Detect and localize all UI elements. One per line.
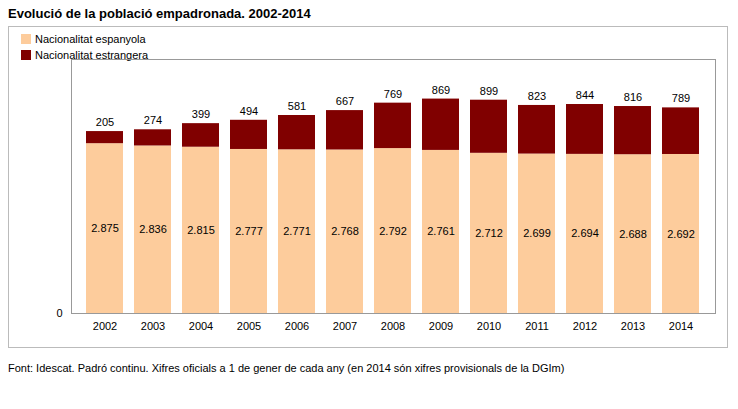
svg-text:667: 667 <box>336 95 354 107</box>
svg-text:899: 899 <box>480 85 498 97</box>
svg-text:399: 399 <box>192 108 210 120</box>
html-text:Font: Idescat. Padró continu.: Font: Idescat. Padró continu. Xifres ofi… <box>8 362 565 374</box>
svg-text:2.712: 2.712 <box>475 227 503 239</box>
svg-text:2.792: 2.792 <box>379 225 407 237</box>
svg-text:2.692: 2.692 <box>667 228 695 240</box>
svg-text:2003: 2003 <box>141 320 165 332</box>
svg-text:2004: 2004 <box>189 320 213 332</box>
svg-text:2005: 2005 <box>237 320 261 332</box>
html-text:Evolució de la població empadr: Evolució de la població empadronada. 200… <box>8 6 311 21</box>
svg-text:2.699: 2.699 <box>523 227 551 239</box>
svg-text:2006: 2006 <box>285 320 309 332</box>
svg-text:2014: 2014 <box>669 320 693 332</box>
svg-text:2012: 2012 <box>573 320 597 332</box>
svg-text:2.777: 2.777 <box>235 225 263 237</box>
svg-text:844: 844 <box>576 89 594 101</box>
svg-text:823: 823 <box>528 90 546 102</box>
svg-text:2002: 2002 <box>93 320 117 332</box>
svg-text:2008: 2008 <box>381 320 405 332</box>
svg-text:2013: 2013 <box>621 320 645 332</box>
svg-text:2.694: 2.694 <box>571 227 599 239</box>
svg-text:869: 869 <box>432 84 450 96</box>
svg-text:274: 274 <box>144 114 162 126</box>
svg-text:2011: 2011 <box>525 320 549 332</box>
html-text:Nacionalitat estrangera: Nacionalitat estrangera <box>35 49 149 61</box>
svg-text:581: 581 <box>288 100 306 112</box>
svg-text:2.688: 2.688 <box>619 228 647 240</box>
svg-text:2007: 2007 <box>333 320 357 332</box>
svg-text:2010: 2010 <box>477 320 501 332</box>
svg-text:789: 789 <box>672 92 690 104</box>
svg-text:2.768: 2.768 <box>331 225 359 237</box>
svg-text:2.761: 2.761 <box>427 225 455 237</box>
svg-text:2.875: 2.875 <box>91 222 119 234</box>
svg-text:205: 205 <box>96 116 114 128</box>
svg-text:816: 816 <box>624 91 642 103</box>
svg-text:2.771: 2.771 <box>283 225 311 237</box>
svg-text:769: 769 <box>384 88 402 100</box>
svg-text:494: 494 <box>240 105 258 117</box>
svg-text:2.815: 2.815 <box>187 224 215 236</box>
svg-text:2009: 2009 <box>429 320 453 332</box>
svg-text:2.836: 2.836 <box>139 223 167 235</box>
html-text:Nacionalitat espanyola: Nacionalitat espanyola <box>35 33 146 45</box>
svg-text:0: 0 <box>56 307 62 319</box>
